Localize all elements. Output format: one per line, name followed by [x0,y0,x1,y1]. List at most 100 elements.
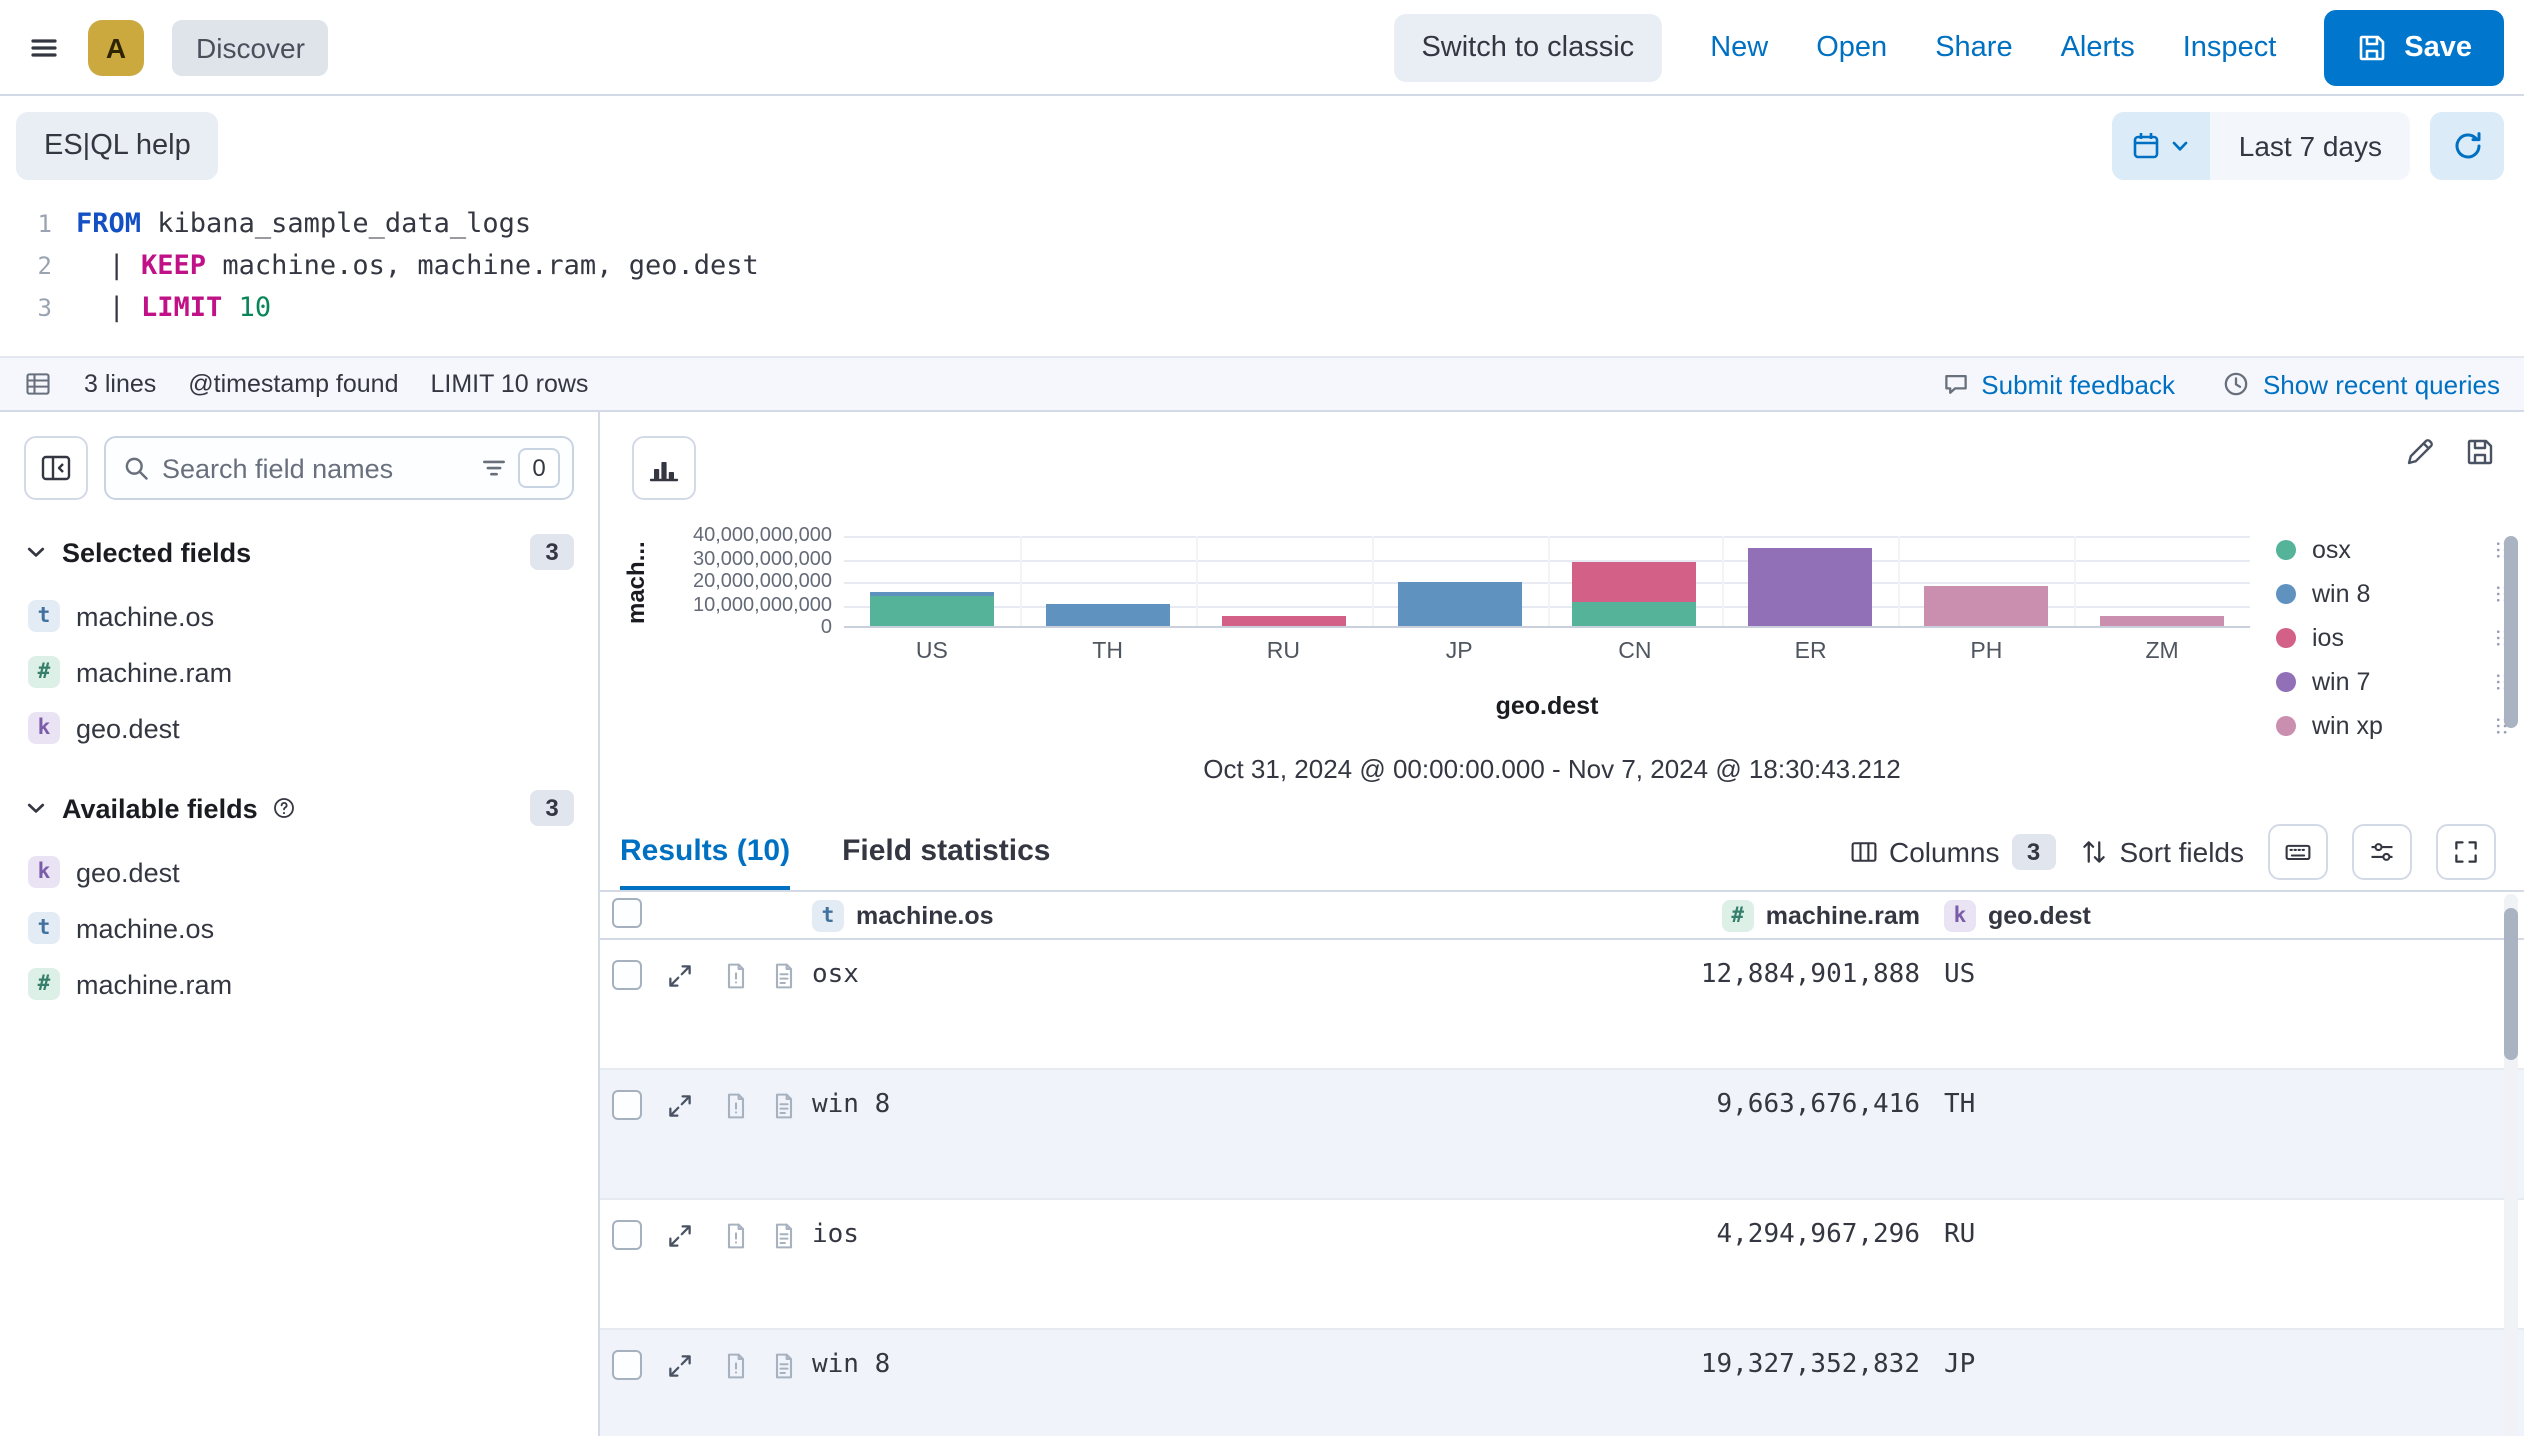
field-list-item[interactable]: k geo.dest [16,700,582,756]
columns-button[interactable]: Columns 3 [1849,833,2056,869]
scrollbar-thumb[interactable] [2504,908,2518,1060]
tab-results[interactable]: Results (10) [620,812,791,890]
clock-icon [2223,370,2251,398]
date-quick-select-button[interactable] [2112,112,2211,180]
available-fields-accordion[interactable]: Available fields 3 [0,786,598,830]
bar-segment[interactable] [2100,616,2225,626]
space-avatar[interactable]: A [88,19,144,75]
field-name: machine.os [76,601,215,631]
expand-row-button[interactable] [660,1088,700,1124]
line-number: 2 [37,252,52,280]
bar-segment[interactable] [1924,586,2049,626]
esql-help-button[interactable]: ES|QL help [16,112,219,180]
column-header-geo-dest[interactable]: k geo.dest [1920,899,2524,931]
legend-label: win 8 [2312,580,2371,608]
new-button[interactable]: New [1710,31,1769,63]
expand-row-button[interactable] [660,1218,700,1254]
column-header-machine-os[interactable]: t machine.os [812,899,1444,931]
document-warning-icon [722,962,750,990]
save-button[interactable]: Save [2324,9,2504,85]
table-row: ios 4,294,967,296 RU [600,1200,2524,1330]
legend-item[interactable]: osx [2276,528,2512,572]
keyboard-shortcuts-button[interactable] [2268,823,2328,879]
show-recent-queries-link[interactable]: Show recent queries [2223,369,2500,399]
editor-footer: 3 lines @timestamp found LIMIT 10 rows S… [0,356,2524,412]
switch-to-classic-button[interactable]: Switch to classic [1393,13,1663,81]
bar-group-ZM [2100,616,2225,626]
open-button[interactable]: Open [1816,31,1888,63]
document-icon [770,962,798,990]
document-icon [770,1352,798,1380]
field-list-item[interactable]: k geo.dest [16,844,582,900]
results-toolbar: Results (10) Field statistics Columns 3 [600,812,2524,892]
search-field-names-input[interactable] [162,453,468,483]
field-list-item[interactable]: # machine.ram [16,956,582,1012]
esql-query-editor[interactable]: 1 FROM kibana_sample_data_logs 2 | KEEP ma… [0,192,2524,356]
x-tick-label: US [915,640,948,664]
cell-machine-os: win 8 [812,1090,891,1120]
edit-visualization-button[interactable] [2404,436,2436,468]
expand-row-button[interactable] [660,958,700,994]
editor-timestamp-info: @timestamp found [188,370,399,398]
save-visualization-button[interactable] [2464,436,2496,468]
toggle-chart-button[interactable] [632,436,696,500]
time-range-button[interactable]: Last 7 days [2211,112,2410,180]
degraded-doc-button[interactable] [716,1348,756,1384]
share-button[interactable]: Share [1935,31,2013,63]
legend-color-dot [2276,672,2296,692]
menu-button[interactable] [28,31,60,63]
bar-group-JP [1397,581,1522,626]
sort-fields-button[interactable]: Sort fields [2080,835,2244,867]
row-checkbox[interactable] [612,1090,642,1120]
field-list-item[interactable]: t machine.os [16,900,582,956]
document-warning-icon [722,1092,750,1120]
legend-item[interactable]: win 7 [2276,660,2512,704]
fullscreen-button[interactable] [2436,823,2496,879]
row-checkbox[interactable] [612,960,642,990]
refresh-button[interactable] [2430,112,2504,180]
bar-segment[interactable] [1572,561,1697,602]
field-filter-button[interactable]: 0 [480,448,560,488]
row-checkbox[interactable] [612,1220,642,1250]
degraded-doc-button[interactable] [716,1218,756,1254]
editor-limit-info: LIMIT 10 rows [430,370,589,398]
submit-feedback-link[interactable]: Submit feedback [1941,369,2175,399]
calendar-icon [2131,130,2163,162]
available-fields-help-icon[interactable] [272,796,296,820]
doc-viewer-button[interactable] [764,1088,804,1124]
expand-row-button[interactable] [660,1348,700,1384]
doc-viewer-button[interactable] [764,1348,804,1384]
collapse-sidebar-button[interactable] [24,436,88,500]
legend-item[interactable]: win xp [2276,704,2512,748]
display-options-button[interactable] [2352,823,2412,879]
bar-segment[interactable] [1397,581,1522,626]
cell-geo-dest: TH [1944,1090,1976,1120]
doc-viewer-button[interactable] [764,958,804,994]
alerts-button[interactable]: Alerts [2060,31,2135,63]
column-header-machine-ram[interactable]: # machine.ram [1444,899,1920,931]
degraded-doc-button[interactable] [716,958,756,994]
bar-segment[interactable] [869,596,994,626]
breadcrumb[interactable]: Discover [172,19,329,75]
doc-viewer-button[interactable] [764,1218,804,1254]
selected-fields-accordion[interactable]: Selected fields 3 [0,530,598,574]
legend-label: win 7 [2312,668,2371,696]
bar-segment[interactable] [869,591,994,597]
scrollbar-thumb[interactable] [2504,536,2518,728]
y-axis-labels: 0 10,000,000,000 20,000,000,000 30,000,000,… [668,525,832,639]
degraded-doc-button[interactable] [716,1088,756,1124]
field-type-number-icon: # [28,968,60,1000]
field-list-item[interactable]: # machine.ram [16,644,582,700]
select-all-checkbox[interactable] [612,898,642,928]
legend-item[interactable]: win 8 [2276,572,2512,616]
bar-segment[interactable] [1748,547,1873,626]
field-list-item[interactable]: t machine.os [16,588,582,644]
inspect-button[interactable]: Inspect [2182,31,2277,63]
field-type-text-icon: t [812,899,844,931]
bar-segment[interactable] [1221,616,1346,626]
row-checkbox[interactable] [612,1350,642,1380]
tab-field-statistics[interactable]: Field statistics [842,812,1050,890]
legend-item[interactable]: ios [2276,616,2512,660]
bar-segment[interactable] [1045,603,1170,626]
bar-segment[interactable] [1572,601,1697,626]
